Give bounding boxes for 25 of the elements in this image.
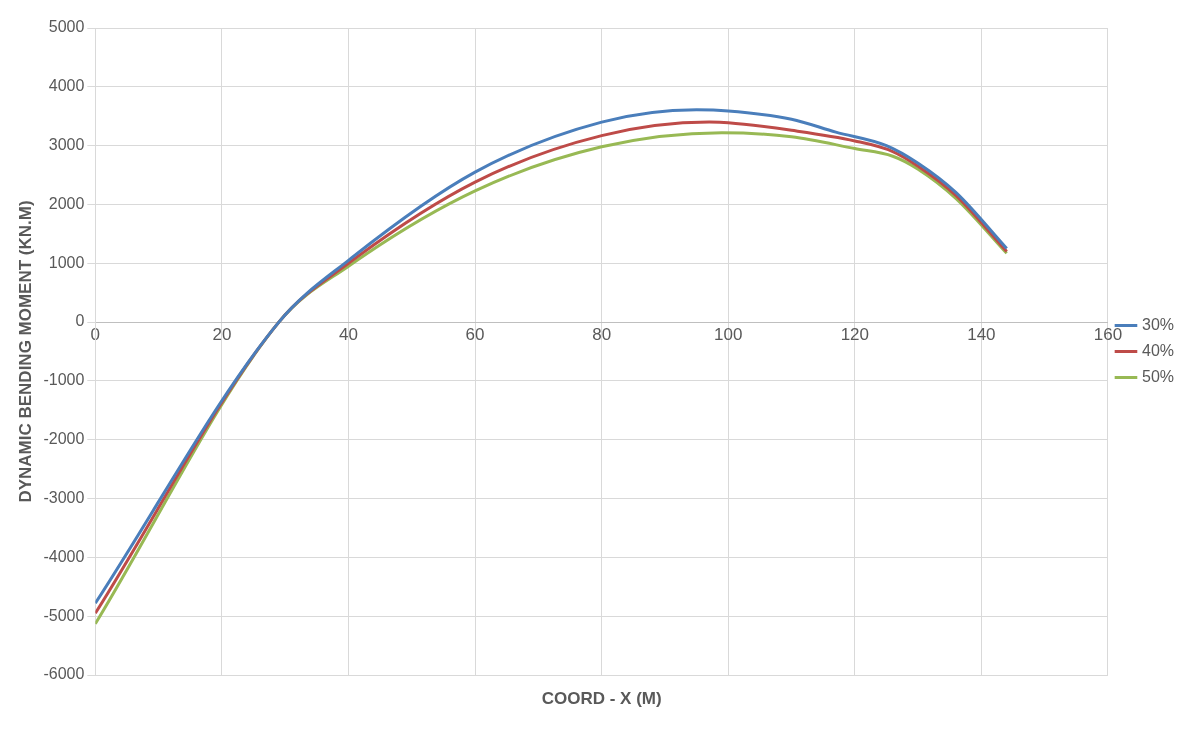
y-tick-label: -3000 xyxy=(43,488,85,506)
legend-label: 40% xyxy=(1141,341,1175,359)
legend-label: 30% xyxy=(1141,315,1175,333)
x-tick-label: 80 xyxy=(592,324,612,344)
x-tick-label: 160 xyxy=(1093,324,1123,344)
y-tick-label: -2000 xyxy=(43,430,85,448)
y-tick-label: 2000 xyxy=(48,194,85,212)
y-tick-label: 4000 xyxy=(48,77,85,95)
y-tick-label: -4000 xyxy=(43,547,85,565)
y-tick-label: 3000 xyxy=(48,136,85,154)
x-axis-title: COORD - X (M) xyxy=(541,688,662,708)
x-tick-label: 140 xyxy=(967,324,996,344)
legend-label: 50% xyxy=(1141,367,1175,385)
y-tick-label: -1000 xyxy=(43,371,85,389)
y-tick-label: -5000 xyxy=(43,606,85,624)
y-tick-label: 0 xyxy=(75,312,85,330)
x-tick-label: 60 xyxy=(465,324,485,344)
x-tick-label: 100 xyxy=(714,324,743,344)
y-tick-label: 5000 xyxy=(48,18,85,36)
y-tick-label: 1000 xyxy=(48,253,85,271)
x-tick-label: 20 xyxy=(212,324,232,344)
y-tick-label: -6000 xyxy=(43,665,85,683)
y-axis-title: DYNAMIC BENDING MOMENT (KN.M) xyxy=(15,200,35,503)
x-tick-label: 40 xyxy=(339,324,358,344)
x-tick-label: 120 xyxy=(840,324,869,344)
